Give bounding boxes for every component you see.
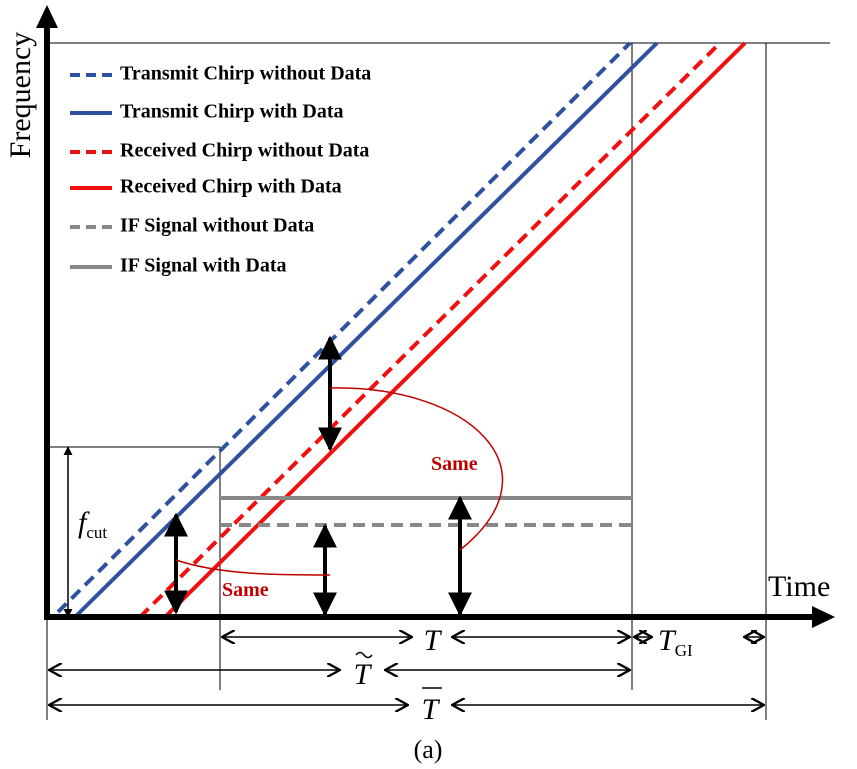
x-axis-label: Time bbox=[768, 570, 830, 603]
black-arrows bbox=[63, 335, 472, 618]
y-axis-label: Frequency bbox=[4, 32, 37, 159]
T-label: T bbox=[424, 624, 443, 657]
legend-label: Transmit Chirp with Data bbox=[120, 101, 344, 123]
legend bbox=[70, 73, 112, 269]
legend-label: IF Signal without Data bbox=[120, 215, 314, 237]
legend-label: Received Chirp with Data bbox=[120, 176, 342, 198]
axes bbox=[36, 5, 835, 628]
subscript: cut bbox=[86, 523, 107, 542]
subscript: GI bbox=[675, 641, 693, 660]
same-curves bbox=[175, 387, 504, 576]
T-GI-label: TGI bbox=[658, 624, 693, 660]
tilde bbox=[355, 651, 373, 659]
legend-label: Received Chirp without Data bbox=[120, 140, 369, 162]
annotation: Same bbox=[431, 453, 478, 475]
legend-label: IF Signal with Data bbox=[120, 255, 287, 277]
f-cut-label: fcut bbox=[78, 506, 107, 542]
T-tilde-label: T bbox=[354, 658, 373, 691]
chirps bbox=[56, 41, 747, 619]
guides bbox=[46, 42, 830, 720]
T-bar-label: T bbox=[422, 693, 441, 726]
caption: (a) bbox=[414, 735, 443, 764]
dimension-arrows bbox=[49, 637, 764, 705]
symbol: T bbox=[658, 624, 677, 657]
legend-label: Transmit Chirp without Data bbox=[120, 63, 371, 85]
annotation: Same bbox=[222, 579, 269, 601]
